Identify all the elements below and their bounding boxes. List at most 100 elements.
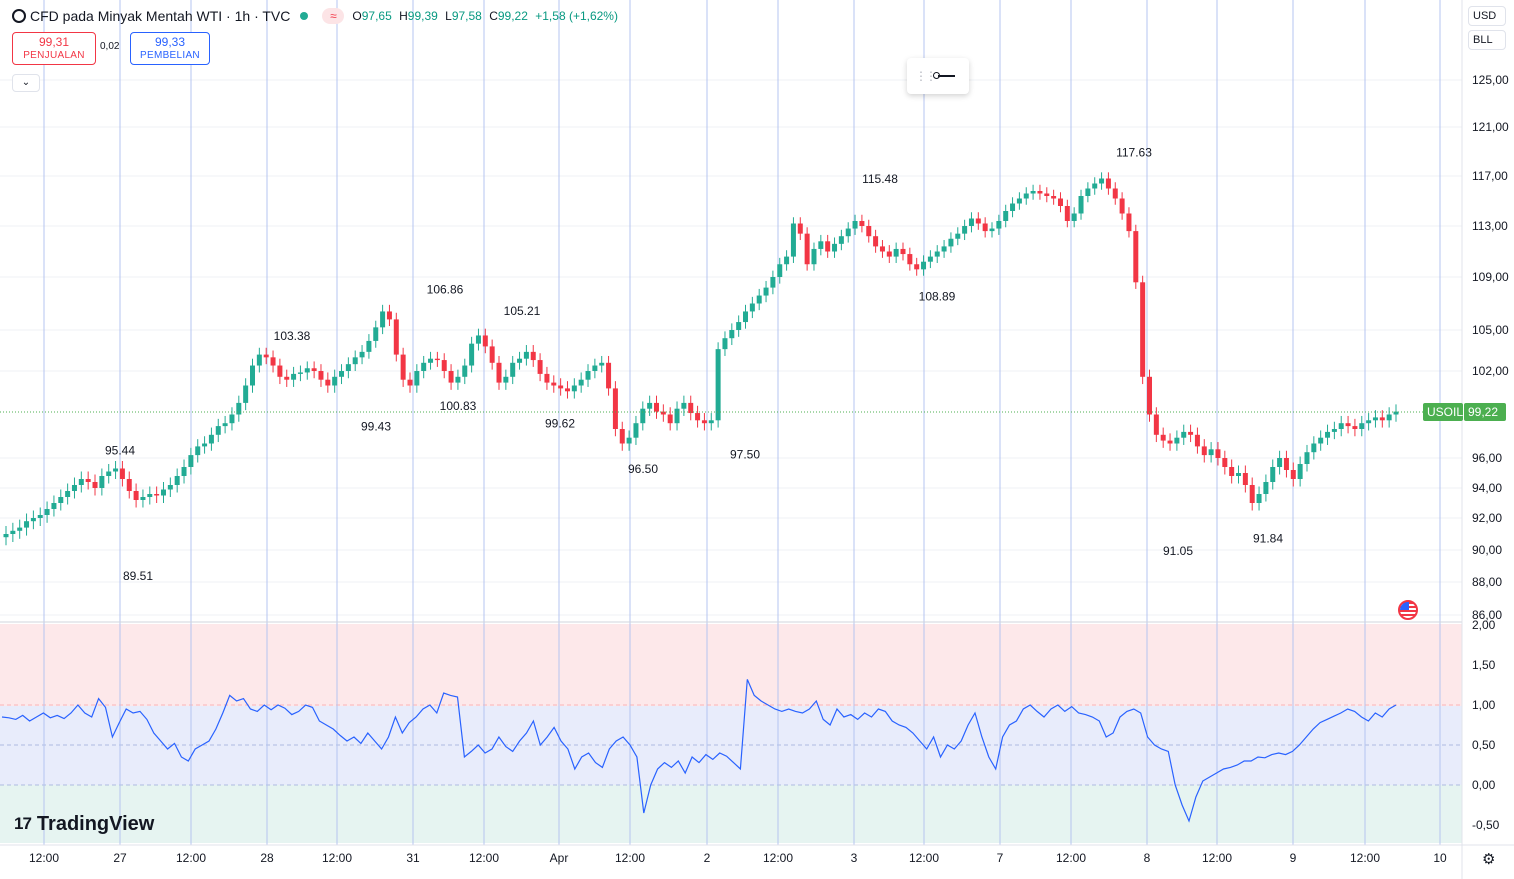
tradingview-logo[interactable]: 17 TradingView <box>14 812 154 836</box>
candle-body <box>208 434 214 444</box>
symbol-price-label: USOIL <box>1423 403 1463 421</box>
time-tick-label: 12:00 <box>1202 851 1232 865</box>
candle-body <box>51 503 57 509</box>
candle-body <box>1140 282 1146 377</box>
candle-body <box>489 346 495 363</box>
candle-body <box>968 218 974 226</box>
oscillator-tick-label: -0,50 <box>1472 818 1500 832</box>
ohlc-values: O97,65 H99,39 L97,58 C99,22 +1,58 (+1,62… <box>352 9 622 23</box>
candle-body <box>606 362 612 389</box>
change-value: +1,58 (+1,62%) <box>535 9 618 23</box>
line-tool-icon[interactable] <box>933 70 955 82</box>
candle-body <box>777 264 783 277</box>
collapse-legend-button[interactable]: ⌄ <box>12 74 40 92</box>
candle-body <box>1345 423 1351 427</box>
candle-body <box>1229 467 1235 476</box>
settings-gear-icon[interactable]: ⚙ <box>1482 851 1496 868</box>
candle-body <box>140 497 146 500</box>
candle-body <box>578 379 584 386</box>
buy-label: PEMBELIAN <box>140 50 200 61</box>
price-tick-label: 117,00 <box>1472 169 1508 183</box>
candle-body <box>188 455 194 467</box>
candle-body <box>496 362 502 383</box>
buy-button[interactable]: 99,33 PEMBELIAN <box>130 32 210 65</box>
candle-body <box>414 371 420 386</box>
candle-body <box>1352 426 1358 429</box>
symbol-logo-icon <box>12 9 26 23</box>
candle-body <box>407 379 413 386</box>
candle-body <box>428 358 434 363</box>
candle-body <box>749 303 755 312</box>
candle-body <box>126 479 132 491</box>
candle-body <box>1338 423 1344 429</box>
floating-drawing-toolbar[interactable]: ⋮⋮ <box>907 58 969 94</box>
candle-body <box>469 343 475 366</box>
candle-body <box>297 372 303 374</box>
candle-body <box>250 365 256 386</box>
us-flag-icon[interactable] <box>1398 600 1418 620</box>
unit-button[interactable]: BLL <box>1468 30 1506 50</box>
candle-body <box>325 379 331 386</box>
candle-body <box>37 515 43 518</box>
time-tick-label: 12:00 <box>1350 851 1380 865</box>
candle-body <box>715 349 721 421</box>
price-tick-label: 102,00 <box>1472 364 1509 378</box>
price-tick-label: 125,00 <box>1472 73 1509 87</box>
candle-body <box>1003 211 1009 221</box>
candle-body <box>1064 206 1070 221</box>
candle-body <box>1256 494 1262 503</box>
candle-body <box>770 277 776 288</box>
candle-body <box>1057 198 1063 206</box>
candle-body <box>612 388 618 429</box>
candle-body <box>475 335 481 344</box>
candle-body <box>270 357 276 366</box>
buy-price: 99,33 <box>154 35 186 49</box>
candle-body <box>818 241 824 249</box>
oscillator-axis-ticks: 2,00 1,50 1,00 0,50 0,00 -0,50 <box>1472 618 1500 832</box>
candle-body <box>455 376 461 383</box>
candle-body <box>366 340 372 352</box>
price-annotation: 99.62 <box>545 417 575 431</box>
currency-button[interactable]: USD <box>1468 6 1506 26</box>
chart-title[interactable]: CFD pada Minyak Mentah WTI · 1h · TVC <box>30 8 291 24</box>
last-price-label: 99,22 <box>1464 403 1506 421</box>
candle-body <box>1194 434 1200 447</box>
price-tick-label: 86,00 <box>1472 608 1502 622</box>
sell-button[interactable]: 99,31 PENJUALAN <box>12 32 96 65</box>
candle-body <box>1311 443 1317 453</box>
candle-body <box>708 420 714 424</box>
candle-body <box>359 351 365 358</box>
price-annotation: 99.43 <box>361 419 391 433</box>
candle-body <box>195 446 201 456</box>
candle-body <box>400 354 406 380</box>
candle-body <box>1290 470 1296 479</box>
drag-grip-icon[interactable]: ⋮⋮ <box>915 69 937 83</box>
price-annotations: 95.44 89.51 103.38 99.43 106.86 100.83 105.21 9… <box>105 145 1283 583</box>
market-status-icon[interactable] <box>300 12 309 20</box>
candle-body <box>284 376 290 380</box>
candle-body <box>510 362 516 377</box>
candle-body <box>743 311 749 323</box>
price-annotation: 105.21 <box>504 304 541 318</box>
candle-body <box>181 467 187 476</box>
candle-body <box>133 491 139 500</box>
candle-body <box>1277 458 1283 467</box>
candle-body <box>1174 437 1180 444</box>
indicator-icon[interactable]: ≈ <box>322 8 345 24</box>
time-tick-label: 27 <box>113 851 127 865</box>
price-tick-label: 113,00 <box>1472 219 1508 233</box>
candle-body <box>1201 446 1207 456</box>
time-tick-label: 3 <box>851 851 858 865</box>
candle-body <box>106 471 112 476</box>
candle-body <box>1222 458 1228 467</box>
candle-body <box>982 223 988 232</box>
price-tick-label: 121,00 <box>1472 120 1509 134</box>
candle-body <box>695 413 701 421</box>
candle-body <box>1119 198 1125 214</box>
price-annotation: 103.38 <box>274 329 311 343</box>
price-annotation: 115.48 <box>862 172 898 186</box>
open-label: O <box>352 9 362 23</box>
candle-body <box>517 358 523 363</box>
candle-body <box>530 351 536 361</box>
